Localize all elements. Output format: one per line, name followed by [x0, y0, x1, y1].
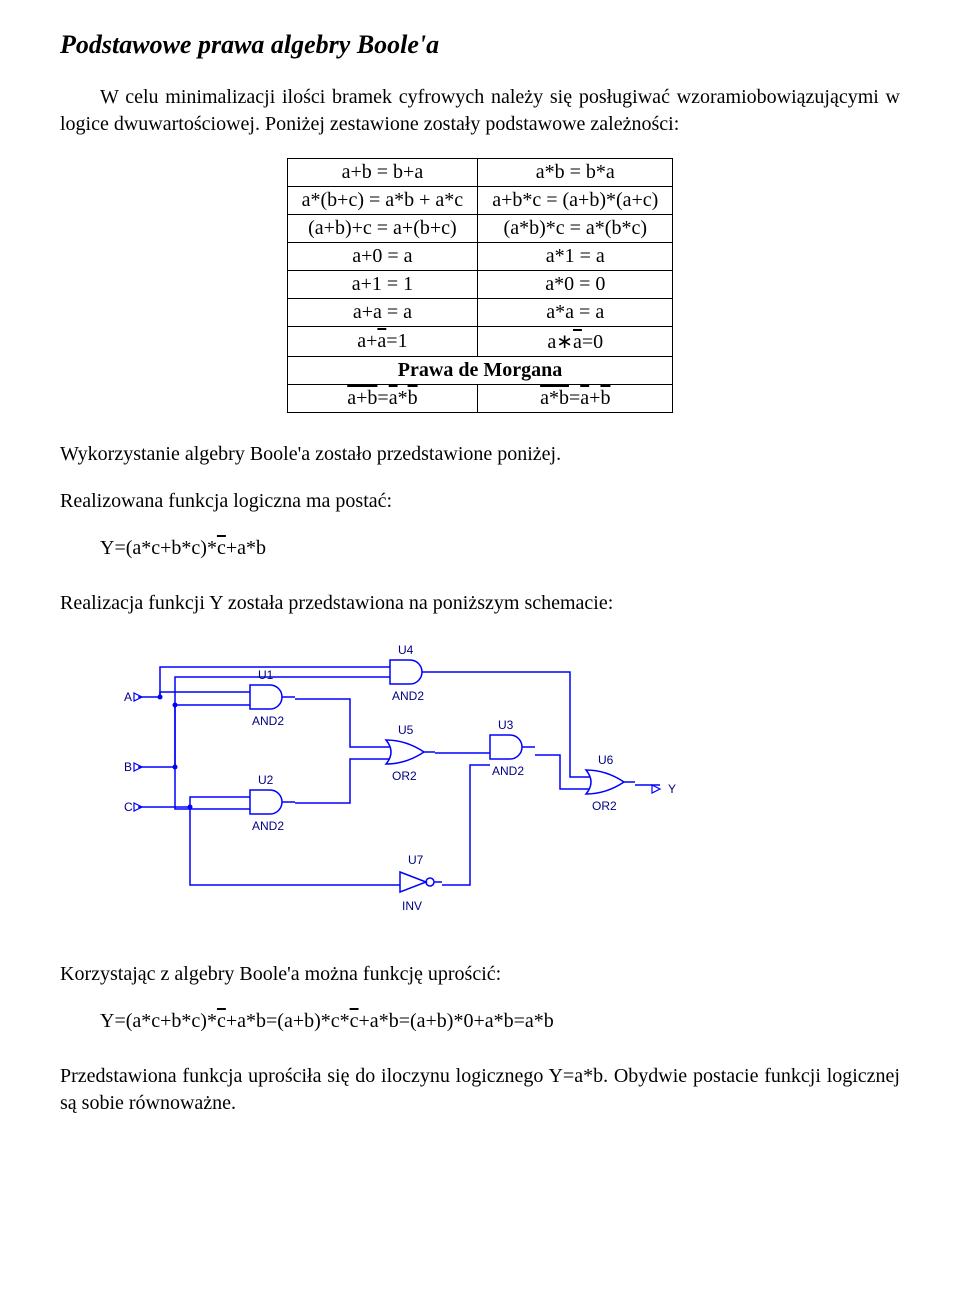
svg-text:OR2: OR2 [392, 769, 417, 783]
table-cell: (a+b)+c = a+(b+c) [287, 215, 478, 243]
svg-text:AND2: AND2 [492, 764, 524, 778]
last-paragraph: Przedstawiona funkcja uprościła się do i… [60, 1063, 900, 1117]
svg-text:AND2: AND2 [392, 689, 424, 703]
morgan-header: Prawa de Morgana [287, 357, 673, 385]
table-cell: (a*b)*c = a*(b*c) [478, 215, 673, 243]
equation-1: Y=(a*c+b*c)*c+a*b [100, 535, 900, 562]
svg-text:B: B [124, 760, 132, 774]
table-cell: a+b=a*b [287, 385, 478, 413]
rules-table: a+b = b+aa*b = b*aa*(b+c) = a*b + a*ca+b… [287, 158, 674, 413]
table-cell: a+a=1 [287, 327, 478, 357]
table-cell: a*b=a+b [478, 385, 673, 413]
logic-schematic: A B C Y U1 AND2 U2 AND2 U4 AND2 U5 OR2 U3 AND2 U6 OR2 U7… [120, 637, 680, 937]
table-cell: a+b = b+a [287, 159, 478, 187]
svg-text:U4: U4 [398, 643, 414, 657]
simplify-paragraph: Korzystając z algebry Boole'a można funk… [60, 961, 900, 988]
svg-text:C: C [124, 800, 133, 814]
table-cell: a+b*c = (a+b)*(a+c) [478, 187, 673, 215]
svg-text:AND2: AND2 [252, 714, 284, 728]
svg-text:Y: Y [668, 782, 676, 796]
svg-text:U1: U1 [258, 668, 274, 682]
table-cell: a*b = b*a [478, 159, 673, 187]
table-cell: a*1 = a [478, 243, 673, 271]
svg-text:U5: U5 [398, 723, 414, 737]
schematic-paragraph: Realizacja funkcji Y została przedstawio… [60, 590, 900, 617]
svg-text:AND2: AND2 [252, 819, 284, 833]
svg-text:U7: U7 [408, 853, 424, 867]
svg-text:OR2: OR2 [592, 799, 617, 813]
intro-paragraph: W celu minimalizacji ilości bramek cyfro… [60, 84, 900, 138]
svg-text:A: A [124, 690, 132, 704]
svg-text:U6: U6 [598, 753, 614, 767]
table-cell: a*(b+c) = a*b + a*c [287, 187, 478, 215]
table-cell: a+a = a [287, 299, 478, 327]
usage-paragraph: Wykorzystanie algebry Boole'a zostało pr… [60, 441, 900, 468]
equation-2: Y=(a*c+b*c)*c+a*b=(a+b)*c*c+a*b=(a+b)*0+… [100, 1008, 900, 1035]
table-cell: a*0 = 0 [478, 271, 673, 299]
svg-text:U2: U2 [258, 773, 274, 787]
table-cell: a*a = a [478, 299, 673, 327]
function-paragraph: Realizowana funkcja logiczna ma postać: [60, 488, 900, 515]
page-title: Podstawowe prawa algebry Boole'a [60, 30, 900, 60]
svg-text:U3: U3 [498, 718, 514, 732]
table-cell: a+0 = a [287, 243, 478, 271]
table-cell: a+1 = 1 [287, 271, 478, 299]
svg-text:INV: INV [402, 899, 422, 913]
table-cell: a∗a=0 [478, 327, 673, 357]
